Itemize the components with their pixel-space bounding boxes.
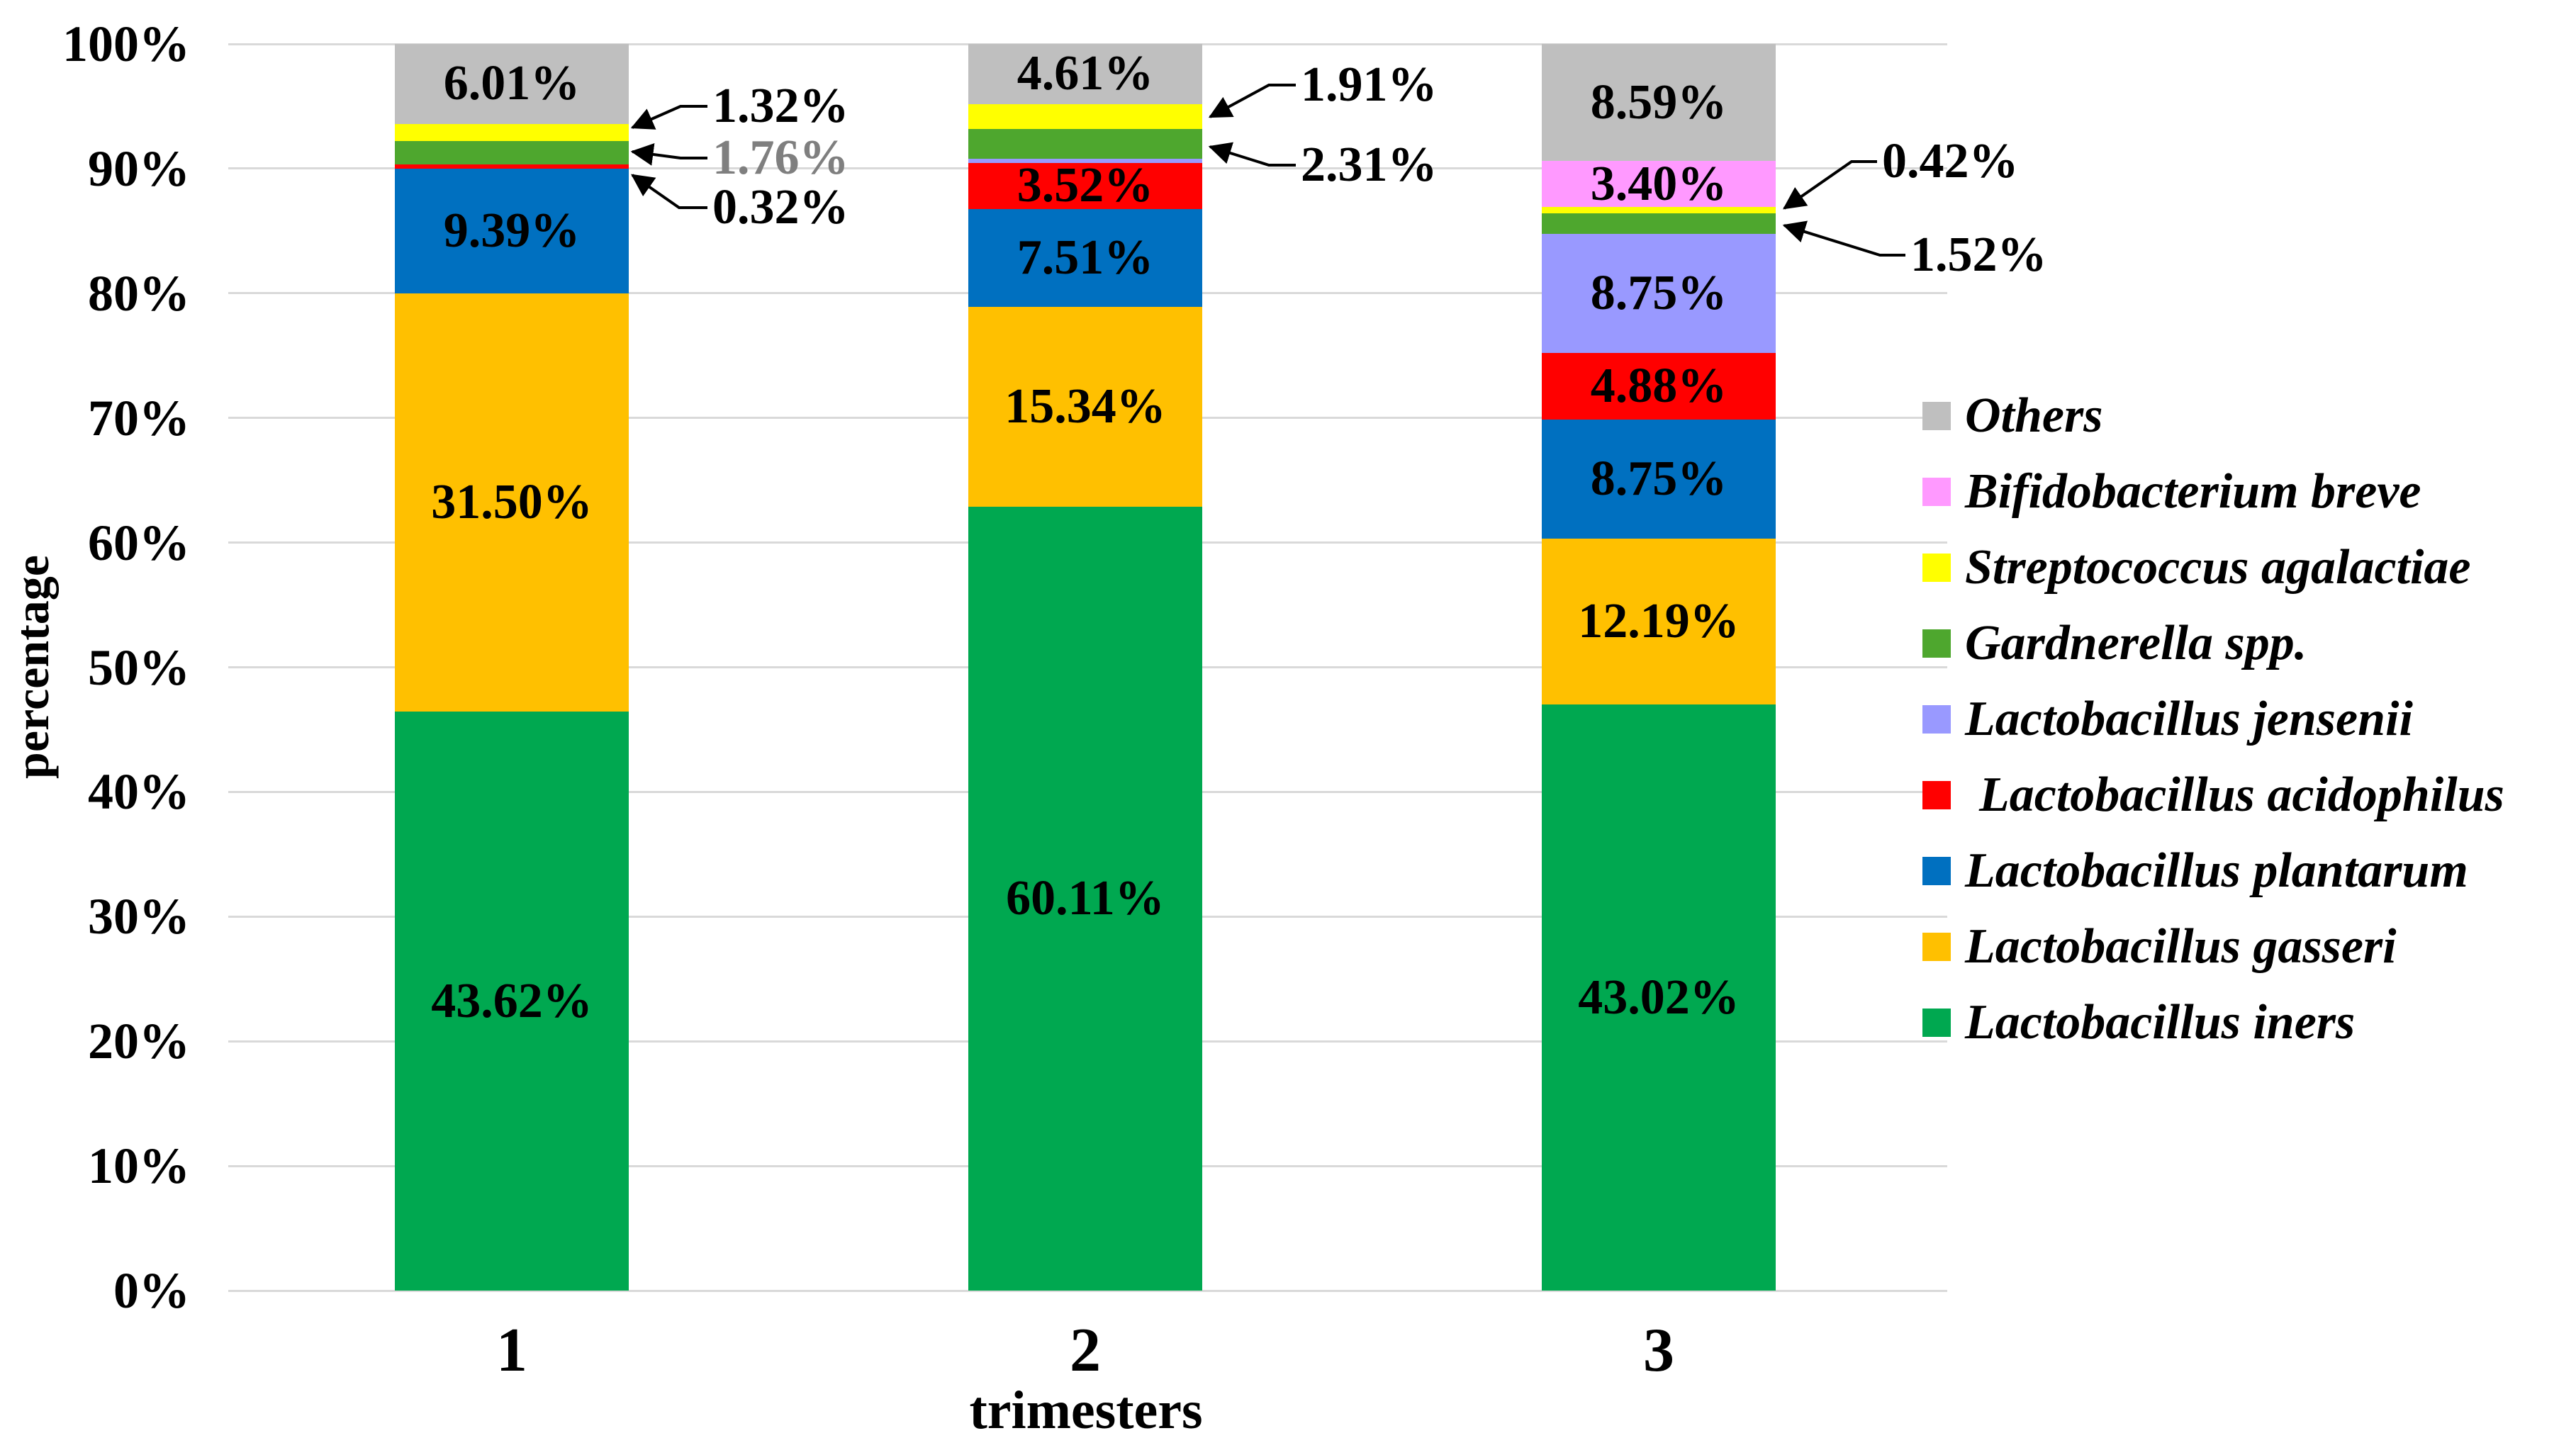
segment-data-label: 43.02%: [1578, 970, 1740, 1025]
legend-swatch: [1922, 781, 1951, 809]
segment-data-label: 15.34%: [1004, 379, 1166, 434]
leader-arrow: [631, 174, 707, 209]
legend-label: Gardnerella spp.: [1965, 616, 2307, 670]
bar-segment: [968, 209, 1202, 307]
legend-label: Others: [1965, 388, 2103, 443]
bar-segment: [968, 44, 1202, 104]
y-tick-label: 60%: [88, 514, 190, 571]
segment-data-label: 12.19%: [1578, 594, 1740, 649]
bar-segment: [1542, 161, 1776, 207]
segment-data-label: 8.59%: [1590, 74, 1727, 130]
legend-label: Bifidobacterium breve: [1965, 464, 2421, 519]
legend-swatch: [1922, 629, 1951, 658]
callout-label: 1.76%: [712, 130, 849, 185]
segment-data-label: 3.52%: [1017, 158, 1154, 213]
legend-swatch: [1922, 857, 1951, 885]
bar-segment: [968, 163, 1202, 209]
legend-swatch: [1922, 554, 1951, 582]
x-tick-label: 3: [1643, 1316, 1674, 1385]
leader-arrow: [1782, 220, 1905, 257]
y-tick-label: 40%: [88, 763, 190, 821]
bar-segment: [1542, 539, 1776, 704]
bar-segment: [395, 164, 629, 169]
segment-data-label: 4.61%: [1017, 46, 1154, 101]
legend-swatch: [1922, 478, 1951, 506]
y-tick-label: 70%: [88, 389, 190, 446]
leader-arrow: [630, 143, 707, 166]
y-tick-label: 100%: [62, 16, 190, 72]
segment-data-label: 4.88%: [1590, 358, 1727, 413]
bar-segment: [1542, 420, 1776, 539]
segment-data-label: 7.51%: [1017, 230, 1154, 285]
legend-swatch: [1922, 1009, 1951, 1037]
bar-segment: [395, 141, 629, 164]
bar-segment: [395, 124, 629, 141]
bar-segment: [968, 129, 1202, 159]
segment-data-label: 60.11%: [1006, 871, 1165, 926]
legend-label: Lactobacillus gasseri: [1965, 919, 2397, 974]
legend-label: Lactobacillus acidophilus: [1979, 768, 2504, 822]
callout-label: 1.52%: [1910, 228, 2047, 282]
segment-data-label: 8.75%: [1590, 265, 1727, 320]
y-tick-label: 90%: [88, 140, 190, 197]
bar-segment: [968, 307, 1202, 507]
callout-label: 2.31%: [1301, 137, 1438, 192]
segment-data-label: 9.39%: [443, 203, 581, 259]
legend-swatch: [1922, 705, 1951, 734]
legend-label: Lactobacillus jensenii: [1965, 692, 2413, 746]
leader-arrow: [1208, 84, 1296, 118]
legend-swatch: [1922, 933, 1951, 961]
legend-label: Lactobacillus plantarum: [1965, 843, 2468, 898]
bar-segment: [1542, 207, 1776, 213]
bar-segment: [968, 104, 1202, 129]
leader-arrow: [630, 105, 707, 130]
bar-segment: [1542, 234, 1776, 353]
segment-data-label: 8.75%: [1590, 451, 1727, 506]
legend-label: Lactobacillus iners: [1965, 995, 2356, 1050]
bar-segment: [395, 712, 629, 1291]
bar-segment: [1542, 704, 1776, 1291]
bar-segment: [1542, 44, 1776, 161]
leader-arrow: [1208, 142, 1296, 167]
bar-segment: [968, 159, 1202, 163]
segment-data-label: 3.40%: [1590, 156, 1727, 211]
bar-segment: [1542, 213, 1776, 234]
legend-swatch: [1922, 402, 1951, 430]
x-axis-title: trimesters: [969, 1381, 1203, 1438]
bar-segment: [1542, 353, 1776, 420]
y-tick-label: 20%: [88, 1013, 190, 1070]
gridline: [228, 1289, 1947, 1292]
y-tick-label: 80%: [88, 264, 190, 322]
bar-segment: [395, 44, 629, 124]
y-tick-label: 50%: [88, 639, 190, 696]
leader-arrow: [1783, 160, 1877, 210]
segment-data-label: 31.50%: [431, 475, 593, 530]
bar-segment: [395, 293, 629, 712]
x-tick-label: 2: [1070, 1316, 1101, 1385]
y-tick-label: 0%: [113, 1262, 190, 1319]
segment-data-label: 6.01%: [443, 56, 581, 111]
y-tick-label: 10%: [88, 1138, 190, 1195]
y-axis-title: percentage: [5, 555, 59, 779]
x-tick-label: 1: [496, 1316, 527, 1385]
legend-label: Streptococcus agalactiae: [1965, 540, 2471, 595]
callout-label: 0.42%: [1882, 134, 2019, 189]
bar-segment: [968, 507, 1202, 1291]
y-tick-label: 30%: [88, 888, 190, 945]
callout-label: 1.91%: [1301, 57, 1438, 112]
callout-label: 1.32%: [712, 79, 849, 133]
bar-segment: [395, 169, 629, 293]
segment-data-label: 43.62%: [431, 973, 593, 1028]
callout-label: 0.32%: [712, 180, 849, 235]
